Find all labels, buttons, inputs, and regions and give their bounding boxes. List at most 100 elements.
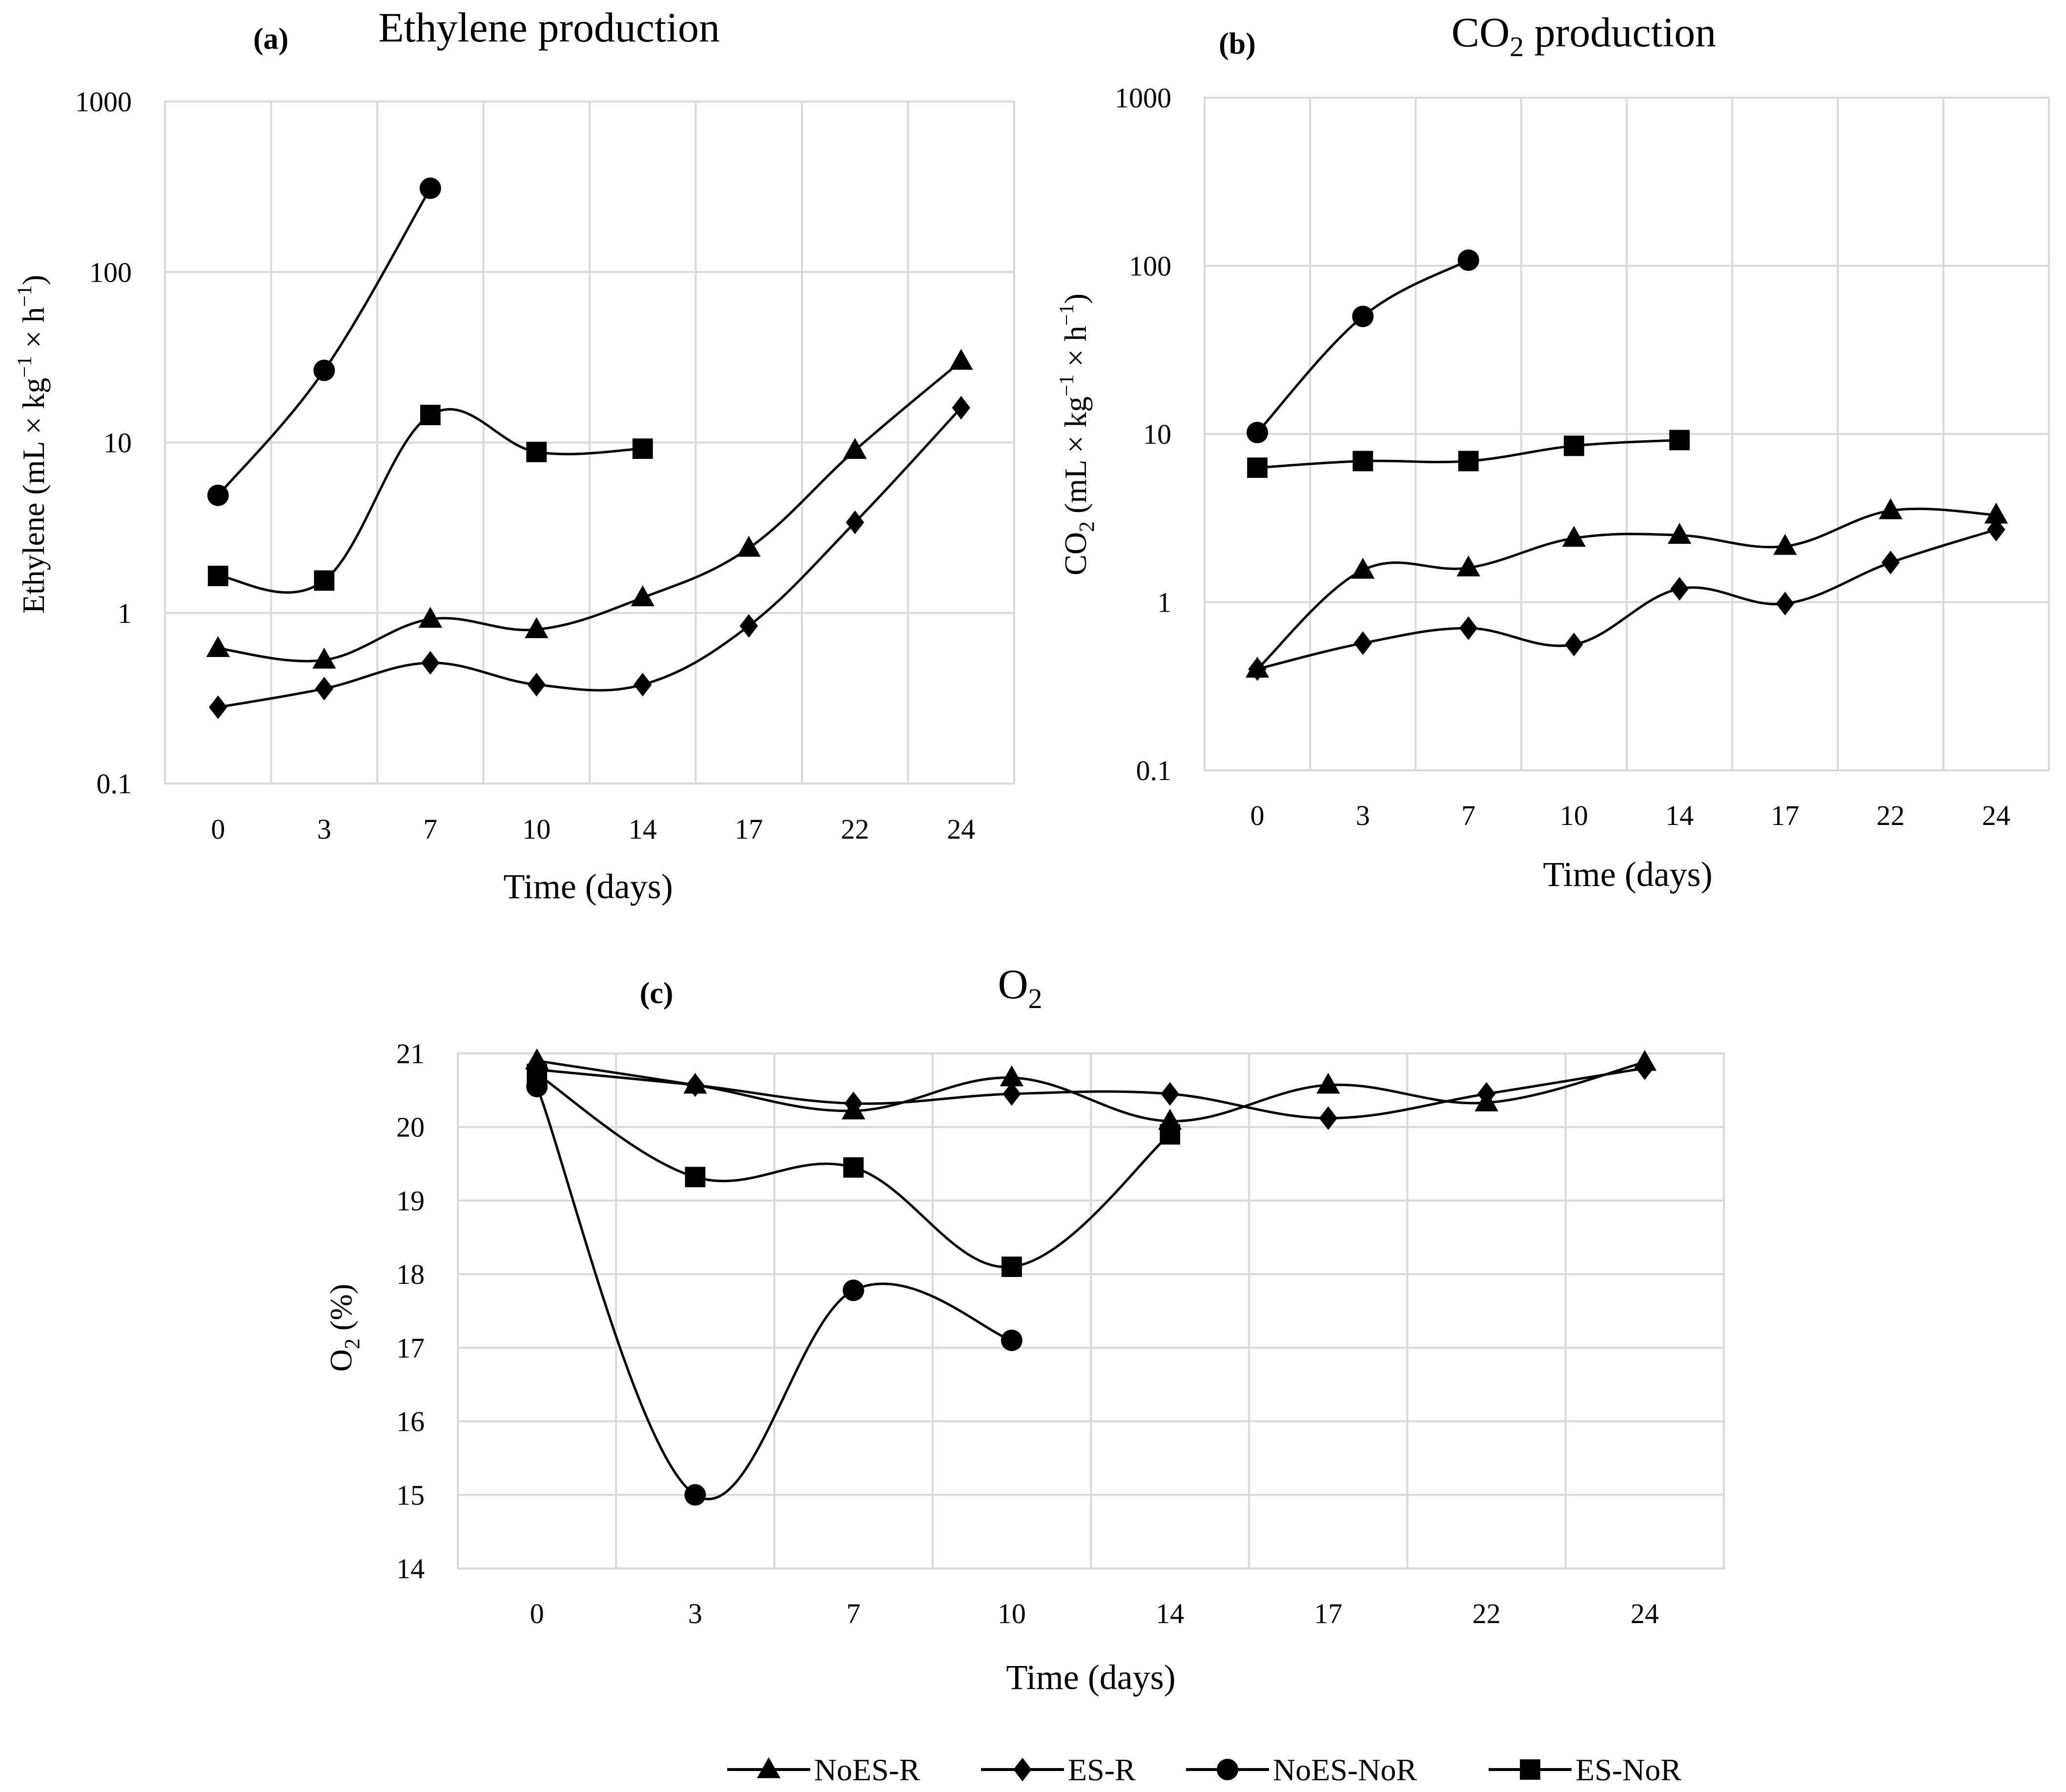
panel-label-a: (a) (253, 22, 288, 56)
data-point-ES-R (846, 510, 864, 535)
data-point-ES-NoR (1669, 430, 1690, 451)
data-point-ES-R (844, 1092, 863, 1115)
y-axis-title-c-main: O (324, 1349, 358, 1372)
data-point-ES-NoR (207, 565, 228, 586)
data-point-NoES-R (1351, 557, 1375, 579)
data-point-ES-NoR (527, 1064, 548, 1085)
y-tick-label: 1 (118, 597, 132, 629)
y-axis-a: 0.1 1 10 100 1000 (75, 86, 132, 800)
x-axis-b: 0 3 7 10 14 17 22 24 (1250, 800, 2010, 831)
legend-marker-NoES-R (757, 1757, 781, 1778)
y-axis-title-c-sub: 2 (340, 1339, 364, 1349)
x-tick-label: 7 (1461, 800, 1475, 831)
data-point-ES-R (686, 1073, 705, 1097)
x-axis-a: 0 3 7 10 14 17 22 24 (211, 813, 975, 845)
y-tick-label: 21 (396, 1038, 425, 1070)
x-axis-c: 0 3 7 10 14 17 22 24 (530, 1598, 1659, 1629)
y-axis-title-b-sup1: −1 (1056, 374, 1078, 396)
x-tick-label: 0 (530, 1598, 544, 1629)
chart-title-b-sub: 2 (1510, 31, 1524, 62)
data-point-NoES-R (1667, 523, 1692, 544)
x-tick-label: 10 (998, 1598, 1026, 1629)
chart-title-c: O2 (998, 961, 1042, 1014)
y-tick-label: 10 (1143, 418, 1171, 450)
panel-label-b: (b) (1219, 27, 1256, 61)
x-tick-label: 24 (1982, 800, 2010, 831)
data-point-NoES-R (1316, 1072, 1340, 1094)
data-point-NoES-NoR (842, 1279, 864, 1301)
data-point-ES-R (1319, 1106, 1338, 1130)
data-point-ES-R (1459, 616, 1478, 640)
data-point-NoES-R (1879, 498, 1902, 519)
data-point-ES-R (209, 695, 227, 720)
x-tick-label: 24 (947, 813, 975, 845)
y-axis-title-a-sup2: −1 (14, 285, 36, 307)
x-tick-label: 22 (1877, 800, 1905, 831)
legend-marker-NoES-NoR (1217, 1759, 1238, 1780)
y-axis-title-a-end: ) (16, 275, 51, 285)
y-tick-label: 19 (396, 1185, 425, 1216)
legend-label-ES-NoR: ES-NoR (1575, 1752, 1681, 1787)
data-point-ES-R (1987, 517, 2005, 542)
x-tick-label: 22 (1473, 1598, 1501, 1629)
data-point-NoES-NoR (1457, 249, 1479, 271)
y-axis-title-b-main: CO (1058, 532, 1093, 576)
data-point-ES-R (1881, 551, 1900, 575)
series-group-a (206, 177, 973, 720)
series-line-NoES-NoR (535, 1086, 1012, 1501)
series-group-c (525, 1048, 1657, 1506)
legend-label-NoES-R: NoES-R (814, 1752, 920, 1787)
data-point-ES-R (634, 673, 652, 697)
data-point-NoES-R (1456, 555, 1480, 577)
data-point-ES-NoR (685, 1167, 706, 1188)
y-tick-label: 15 (396, 1479, 425, 1511)
legend-label-NoES-NoR: NoES-NoR (1273, 1752, 1417, 1787)
data-point-ES-NoR (420, 405, 441, 426)
data-point-NoES-NoR (1352, 306, 1374, 328)
data-point-NoES-NoR (1247, 422, 1268, 444)
x-tick-label: 17 (735, 813, 763, 845)
chart-title-b: CO2 production (1452, 9, 1717, 62)
data-point-ES-NoR (843, 1157, 864, 1178)
data-point-ES-R (1248, 657, 1267, 681)
series-line-ES-R (1257, 528, 1997, 671)
chart-title-b-main: CO (1452, 9, 1510, 56)
y-tick-label: 0.1 (97, 768, 132, 800)
legend: NoES-R ES-R NoES-NoR ES-NoR (727, 1752, 1681, 1787)
x-tick-label: 0 (211, 813, 225, 845)
plot-area-a (164, 101, 1015, 784)
data-point-ES-NoR (1352, 451, 1373, 472)
y-axis-title-c: O2 (%) (324, 1284, 364, 1372)
y-axis-title-b: CO2 (mL × kg−1 × h−1) (1056, 293, 1099, 576)
x-tick-label: 17 (1314, 1598, 1342, 1629)
ethylene-chart: (a) Ethylene production 0.1 1 10 100 1000 0 3… (14, 4, 1015, 906)
x-tick-label: 0 (1250, 800, 1265, 831)
data-point-ES-R (1353, 631, 1372, 655)
x-tick-label: 3 (317, 813, 331, 845)
chart-title-c-sub: 2 (1028, 983, 1043, 1014)
x-tick-label: 14 (629, 813, 657, 845)
data-point-ES-NoR (1160, 1124, 1181, 1145)
y-axis-title-b-rest: (mL × kg (1058, 396, 1093, 521)
data-point-NoES-NoR (419, 177, 441, 199)
y-tick-label: 1000 (75, 86, 132, 118)
data-point-ES-NoR (314, 570, 335, 591)
x-tick-label: 3 (1356, 800, 1370, 831)
series-line-ES-R (536, 1067, 1645, 1120)
x-tick-label: 7 (846, 1598, 860, 1629)
data-point-ES-NoR (526, 441, 547, 462)
data-point-NoES-R (1562, 526, 1586, 547)
data-point-ES-R (315, 677, 333, 700)
data-point-NoES-R (312, 647, 336, 669)
data-point-ES-R (1636, 1056, 1654, 1080)
data-point-NoES-NoR (313, 359, 335, 381)
data-point-ES-R (739, 614, 758, 638)
plot-area-c (457, 1052, 1725, 1569)
data-point-ES-R (1670, 577, 1689, 601)
data-point-ES-R (1565, 633, 1583, 657)
y-tick-label: 14 (396, 1553, 425, 1585)
data-point-NoES-R (206, 636, 230, 657)
x-tick-label: 22 (841, 813, 869, 845)
